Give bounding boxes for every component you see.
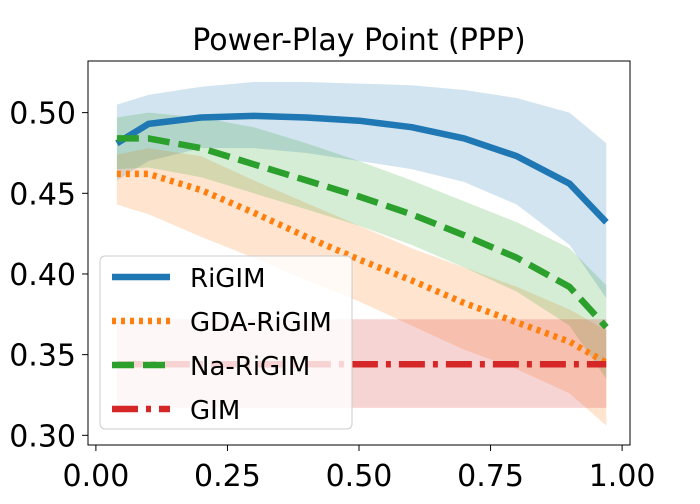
legend-label-gim: GIM <box>190 396 240 426</box>
y-tick-label: 0.35 <box>9 339 76 374</box>
y-tick-label: 0.40 <box>9 258 76 293</box>
x-tick-label: 0.50 <box>326 459 393 494</box>
band-na-rigim <box>116 112 607 379</box>
legend-label-rigim: RiGIM <box>190 264 266 294</box>
y-tick-label: 0.45 <box>9 177 76 212</box>
x-tick-label: 0.75 <box>457 459 524 494</box>
x-axis: 0.00 0.25 0.50 0.75 1.00 <box>62 445 656 494</box>
x-tick-label: 1.00 <box>589 459 656 494</box>
band-gda-rigim <box>116 148 607 426</box>
legend-label-gda-rigim: GDA-RiGIM <box>190 308 332 338</box>
series-line-rigim <box>115 112 609 225</box>
x-tick-label: 0.00 <box>62 459 129 494</box>
x-tick-label: 0.25 <box>194 459 261 494</box>
legend: RiGIM GDA-RiGIM Na-RiGIM GIM <box>99 255 353 430</box>
y-axis: 0.30 0.35 0.40 0.45 0.50 <box>9 97 88 454</box>
legend-label-na-rigim: Na-RiGIM <box>190 352 310 382</box>
series-line-na-rigim <box>116 135 609 330</box>
band-rigim <box>116 82 607 299</box>
y-tick-label: 0.50 <box>9 97 76 132</box>
legend-box <box>99 255 353 430</box>
y-tick-label: 0.30 <box>9 419 76 454</box>
chart-title: Power-Play Point (PPP) <box>192 23 525 58</box>
